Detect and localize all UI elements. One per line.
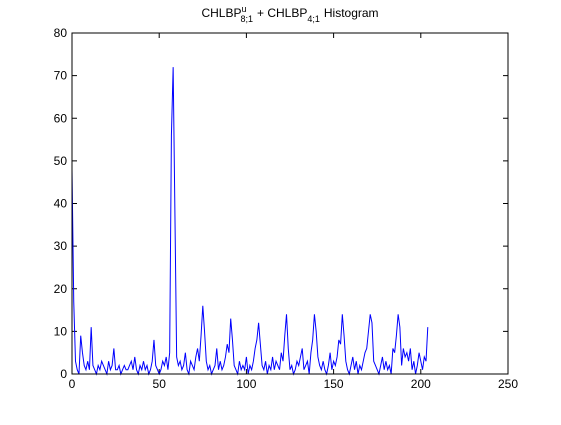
y-tick-label: 30	[54, 239, 68, 253]
x-tick-label: 50	[153, 377, 167, 391]
y-tick-label: 80	[54, 26, 68, 40]
y-tick-label: 70	[54, 69, 68, 83]
title-part: u	[241, 4, 246, 14]
x-tick-label: 100	[236, 377, 256, 391]
x-tick-label: 0	[69, 377, 76, 391]
y-tick-label: 50	[54, 154, 68, 168]
y-tick-label: 20	[54, 282, 68, 296]
y-tick-label: 10	[54, 324, 68, 338]
title-part: Histogram	[324, 6, 379, 20]
title-part: CHLBP	[201, 6, 241, 20]
title-part: 4;1	[307, 14, 320, 24]
axes-box	[71, 32, 509, 375]
plot-area	[72, 33, 508, 374]
y-tick-label: 40	[54, 197, 68, 211]
y-tick-label: 60	[54, 111, 68, 125]
title-part: + CHLBP	[257, 6, 307, 20]
x-tick-label: 150	[324, 377, 344, 391]
chart-title: CHLBPu 8;1 + CHLBP4;1 Histogram	[201, 4, 378, 24]
x-tick-label: 200	[411, 377, 431, 391]
y-tick-label: 0	[60, 367, 67, 381]
title-part: 8;1	[240, 14, 253, 24]
data-line	[71, 67, 429, 376]
x-tick-label: 250	[498, 377, 518, 391]
